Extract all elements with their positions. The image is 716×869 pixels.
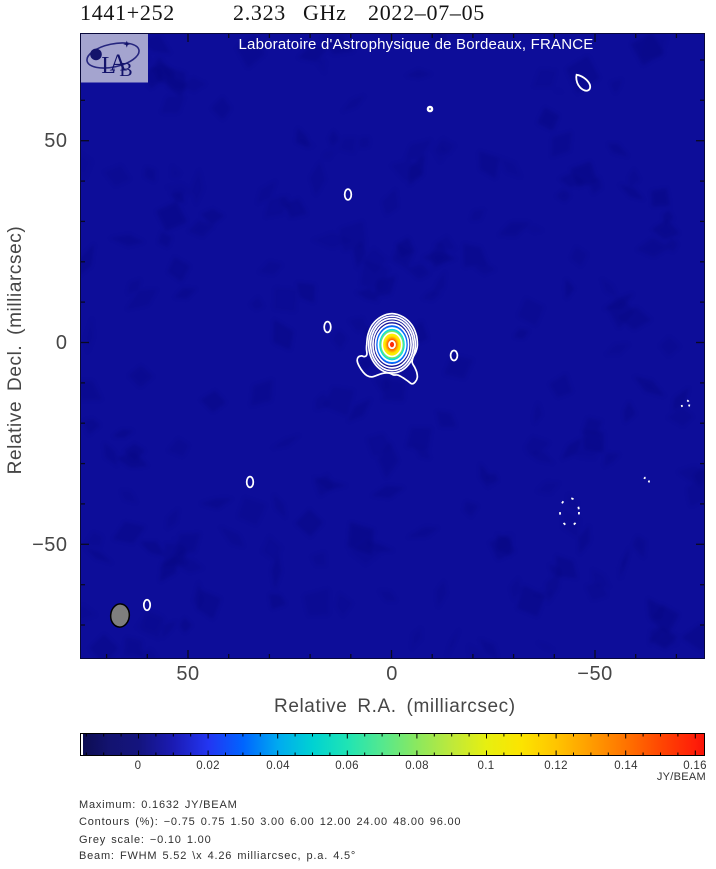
svg-text:L: L [101, 53, 116, 79]
svg-text:A: A [110, 51, 128, 77]
svg-text:B: B [119, 59, 132, 81]
